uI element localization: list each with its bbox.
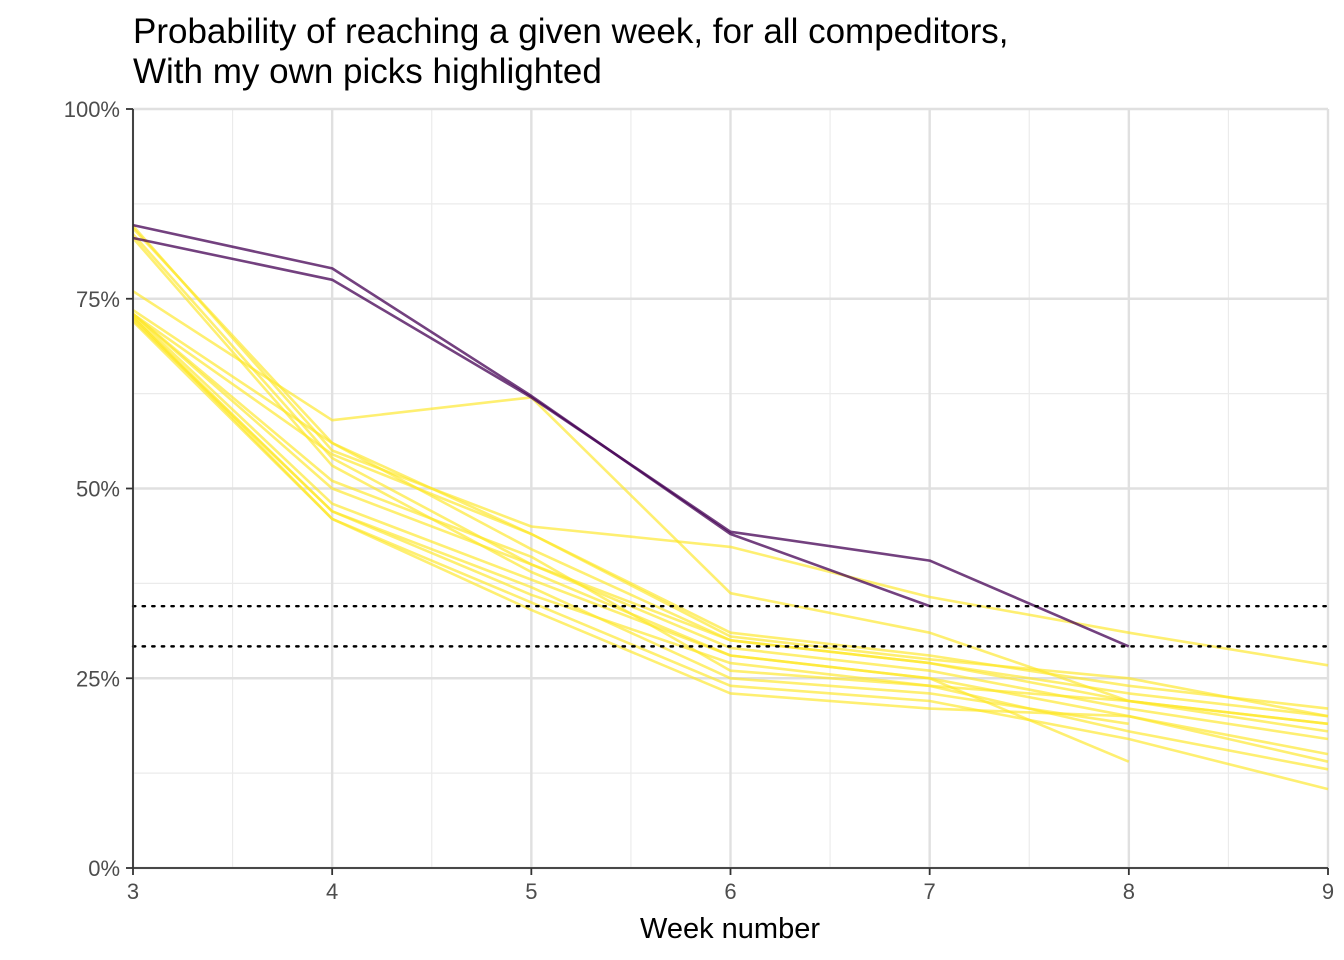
y-tick-label: 100% — [64, 97, 120, 122]
competitor-series-line-12 — [132, 319, 1129, 726]
competitor-series-line-14 — [132, 316, 1329, 756]
x-tick-label: 4 — [326, 879, 338, 904]
highlighted-series-group — [132, 223, 1130, 648]
highlighted-series-line-1 — [132, 236, 1130, 648]
y-tick-label: 50% — [76, 477, 120, 502]
x-tick-label: 9 — [1322, 879, 1334, 904]
reference-lines — [131, 604, 1330, 648]
competitor-series-line-13 — [132, 312, 1329, 726]
competitor-series-group — [132, 225, 1329, 791]
chart-title: Probability of reaching a given week, fo… — [133, 12, 1008, 92]
x-tick-label: 7 — [924, 879, 936, 904]
competitor-series-line-8 — [132, 312, 1329, 741]
x-axis-ticks: 3 4 5 6 7 8 9 — [127, 868, 1334, 904]
x-tick-label: 6 — [724, 879, 736, 904]
y-tick-label: 75% — [76, 287, 120, 312]
y-tick-label: 25% — [76, 666, 120, 691]
y-tick-label: 0% — [88, 856, 120, 881]
y-axis-ticks: 0% 25% 50% 75% 100% — [64, 97, 133, 881]
chart-title-line-1: Probability of reaching a given week, fo… — [133, 12, 1009, 51]
major-gridlines — [131, 107, 1330, 870]
x-axis-title: Week number — [640, 913, 820, 945]
x-tick-label: 8 — [1123, 879, 1135, 904]
x-tick-label: 5 — [525, 879, 537, 904]
competitor-series-line-15 — [132, 312, 1329, 718]
chart-title-line-2: With my own picks highlighted — [133, 52, 602, 91]
competitor-series-line-2 — [132, 225, 1329, 667]
x-tick-label: 3 — [127, 879, 139, 904]
